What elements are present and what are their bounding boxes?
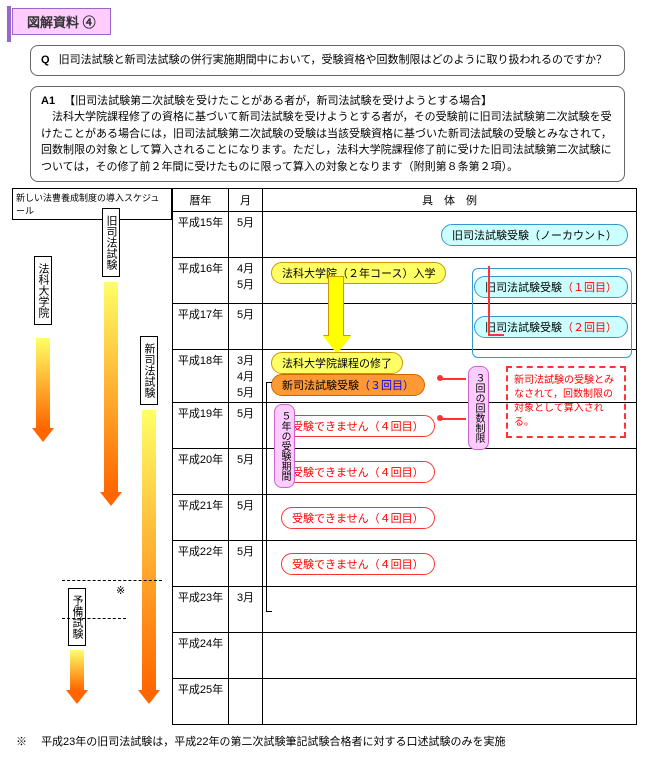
a-body: 法科大学院課程修了の資格に基づいて新司法試験を受けようとする者が，その受験前に旧…: [41, 111, 612, 173]
conn-dot-1: [437, 375, 443, 381]
th-year: 暦年: [173, 189, 229, 212]
pill-old-nocount: 旧司法試験受験（ノーカウント）: [441, 224, 628, 246]
month-h15: 5月: [229, 212, 263, 258]
schedule-caption: 新しい法曹養成制度の導入スケジュール: [12, 188, 172, 220]
note-box: 新司法試験の受験とみなされて，回数制限の対象として算入される。: [506, 366, 626, 438]
dash-divider: [62, 580, 162, 581]
year-h24: 平成24年: [173, 633, 229, 679]
month-h24: [229, 633, 263, 679]
big-yellow-arrow: [323, 276, 349, 354]
pill-enter: 法科大学院（２年コース）入学: [271, 262, 446, 284]
conn-line-1: [440, 378, 466, 380]
th-month: 月: [229, 189, 263, 212]
month-h18: 3月 4月 5月: [229, 350, 263, 403]
year-h22: 平成22年: [173, 541, 229, 587]
month-h17: 5月: [229, 304, 263, 350]
conn-line-v: [488, 266, 490, 336]
conn-dot-2: [437, 415, 443, 421]
vcap-5year: ５年の受験期間: [274, 404, 295, 488]
ex-h15: 旧司法試験受験（ノーカウント）: [263, 212, 637, 258]
answer-box: A1 【旧司法試験第二次試験を受けたことがある者が，新司法試験を受けようとする場…: [30, 86, 625, 183]
arrow-yobi: [70, 650, 84, 704]
label-old: 旧司法試験: [102, 208, 120, 277]
ex-h21: 受験できません（４回目）: [263, 495, 637, 541]
pill-grad: 法科大学院課程の修了: [271, 352, 403, 374]
year-h15: 平成15年: [173, 212, 229, 258]
arrow-old: [104, 282, 118, 492]
month-h21: 5月: [229, 495, 263, 541]
arrow-new: [142, 410, 156, 704]
year-h16: 平成16年: [173, 258, 229, 304]
ex-h24: [263, 633, 637, 679]
label-hoka: 法科大学院: [34, 256, 52, 325]
month-h22: 5月: [229, 541, 263, 587]
q-label: Q: [41, 54, 50, 66]
year-h20: 平成20年: [173, 449, 229, 495]
question-box: Q 旧司法試験と新司法試験の併行実施期間中において，受験資格や回数制限はどのよう…: [30, 45, 625, 76]
year-h21: 平成21年: [173, 495, 229, 541]
ex-h23: [263, 587, 637, 633]
pill-new3: 新司法試験受験（３回目）: [271, 374, 425, 396]
pill-no4-2: 受験できません（４回目）: [281, 461, 435, 483]
ex-h25: [263, 679, 637, 725]
year-h23: 平成23年: [173, 587, 229, 633]
vcap-3limit: ３回の回数制限: [468, 366, 489, 450]
ex-h22: 受験できません（４回目）: [263, 541, 637, 587]
timeline-table: 暦年 月 具 体 例 平成15年 5月 旧司法試験受験（ノーカウント） 平成16…: [172, 188, 637, 725]
month-h23: 3月: [229, 587, 263, 633]
th-example: 具 体 例: [263, 189, 637, 212]
a-label: A1: [41, 95, 55, 107]
label-new: 新司法試験: [140, 336, 158, 405]
year-h19: 平成19年: [173, 403, 229, 449]
arrow-hoka: [36, 338, 50, 428]
ex-h20: 受験できません（４回目）: [263, 449, 637, 495]
conn-line-2: [440, 418, 466, 420]
conn-line-3: [488, 334, 504, 336]
footnote-mark-left: ※: [116, 584, 125, 597]
bracket-5yr: [266, 382, 272, 612]
month-h25: [229, 679, 263, 725]
month-h20: 5月: [229, 449, 263, 495]
year-h25: 平成25年: [173, 679, 229, 725]
dash-divider-2: [62, 618, 126, 619]
pill-no4-1: 受験できません（４回目）: [281, 415, 435, 437]
year-h17: 平成17年: [173, 304, 229, 350]
doc-title: 図解資料 ④: [12, 8, 111, 35]
ex-h17: 旧司法試験受験（２回目）: [263, 304, 637, 350]
year-h18: 平成18年: [173, 350, 229, 403]
pill-no4-3: 受験できません（４回目）: [281, 507, 435, 529]
schedule-column: 新しい法曹養成制度の導入スケジュール 法科大学院 旧司法試験 新司法試験 予備試…: [12, 188, 172, 725]
q-text: 旧司法試験と新司法試験の併行実施期間中において，受験資格や回数制限はどのように取…: [59, 54, 607, 66]
footnote: ※ 平成23年の旧司法試験は，平成22年の第二次試験筆記試験合格者に対する口述試…: [16, 733, 639, 749]
footnote-text: 平成23年の旧司法試験は，平成22年の第二次試験筆記試験合格者に対する口述試験の…: [41, 736, 505, 748]
month-h19: 5月: [229, 403, 263, 449]
label-yobi: 予備試験: [68, 588, 86, 646]
month-h16: 4月 5月: [229, 258, 263, 304]
ex-h16: 法科大学院（２年コース）入学 旧司法試験受験（１回目）: [263, 258, 637, 304]
footnote-mark: ※: [16, 736, 27, 748]
a-head: 【旧司法試験第二次試験を受けたことがある者が，新司法試験を受けようとする場合】: [64, 95, 492, 107]
pill-no4-4: 受験できません（４回目）: [281, 553, 435, 575]
